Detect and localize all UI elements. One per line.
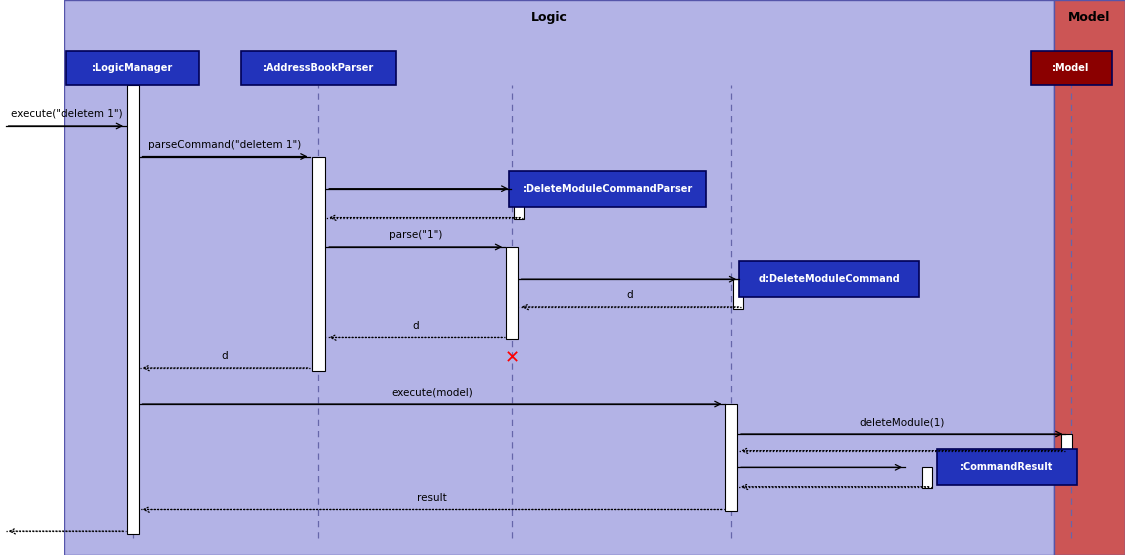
Bar (1062, 434, 1071, 452)
Bar (726, 404, 738, 511)
Bar (936, 450, 1078, 485)
Text: parseCommand("deletem 1"): parseCommand("deletem 1") (148, 140, 302, 150)
Bar (1030, 51, 1112, 85)
Text: execute(model): execute(model) (392, 387, 472, 397)
Bar (1054, 0, 1125, 555)
Text: :Model: :Model (1052, 63, 1090, 73)
Text: d:DeleteModuleCommand: d:DeleteModuleCommand (758, 274, 900, 284)
Text: d: d (413, 321, 418, 331)
Text: Model: Model (1068, 11, 1110, 24)
Text: execute("deletem 1"): execute("deletem 1") (11, 108, 123, 118)
Bar (506, 247, 518, 339)
Bar (508, 170, 706, 206)
Bar (64, 0, 1054, 555)
Bar (734, 279, 744, 309)
Bar (312, 157, 324, 371)
Bar (126, 85, 138, 534)
Text: :CommandResult: :CommandResult (960, 462, 1053, 472)
Bar (922, 467, 932, 488)
Text: ✕: ✕ (504, 350, 520, 367)
Text: result: result (417, 493, 447, 503)
Text: deleteModule(1): deleteModule(1) (860, 417, 944, 427)
Bar (0, 0, 64, 555)
Bar (241, 51, 396, 85)
Text: :AddressBookParser: :AddressBookParser (263, 63, 374, 73)
Text: d: d (627, 290, 633, 300)
Text: d: d (222, 351, 228, 361)
Text: :LogicManager: :LogicManager (92, 63, 173, 73)
Text: Logic: Logic (531, 11, 567, 24)
Bar (513, 189, 524, 219)
Bar (739, 261, 919, 297)
Text: :DeleteModuleCommandParser: :DeleteModuleCommandParser (522, 184, 693, 194)
Text: parse("1"): parse("1") (389, 230, 442, 240)
Bar (66, 51, 199, 85)
